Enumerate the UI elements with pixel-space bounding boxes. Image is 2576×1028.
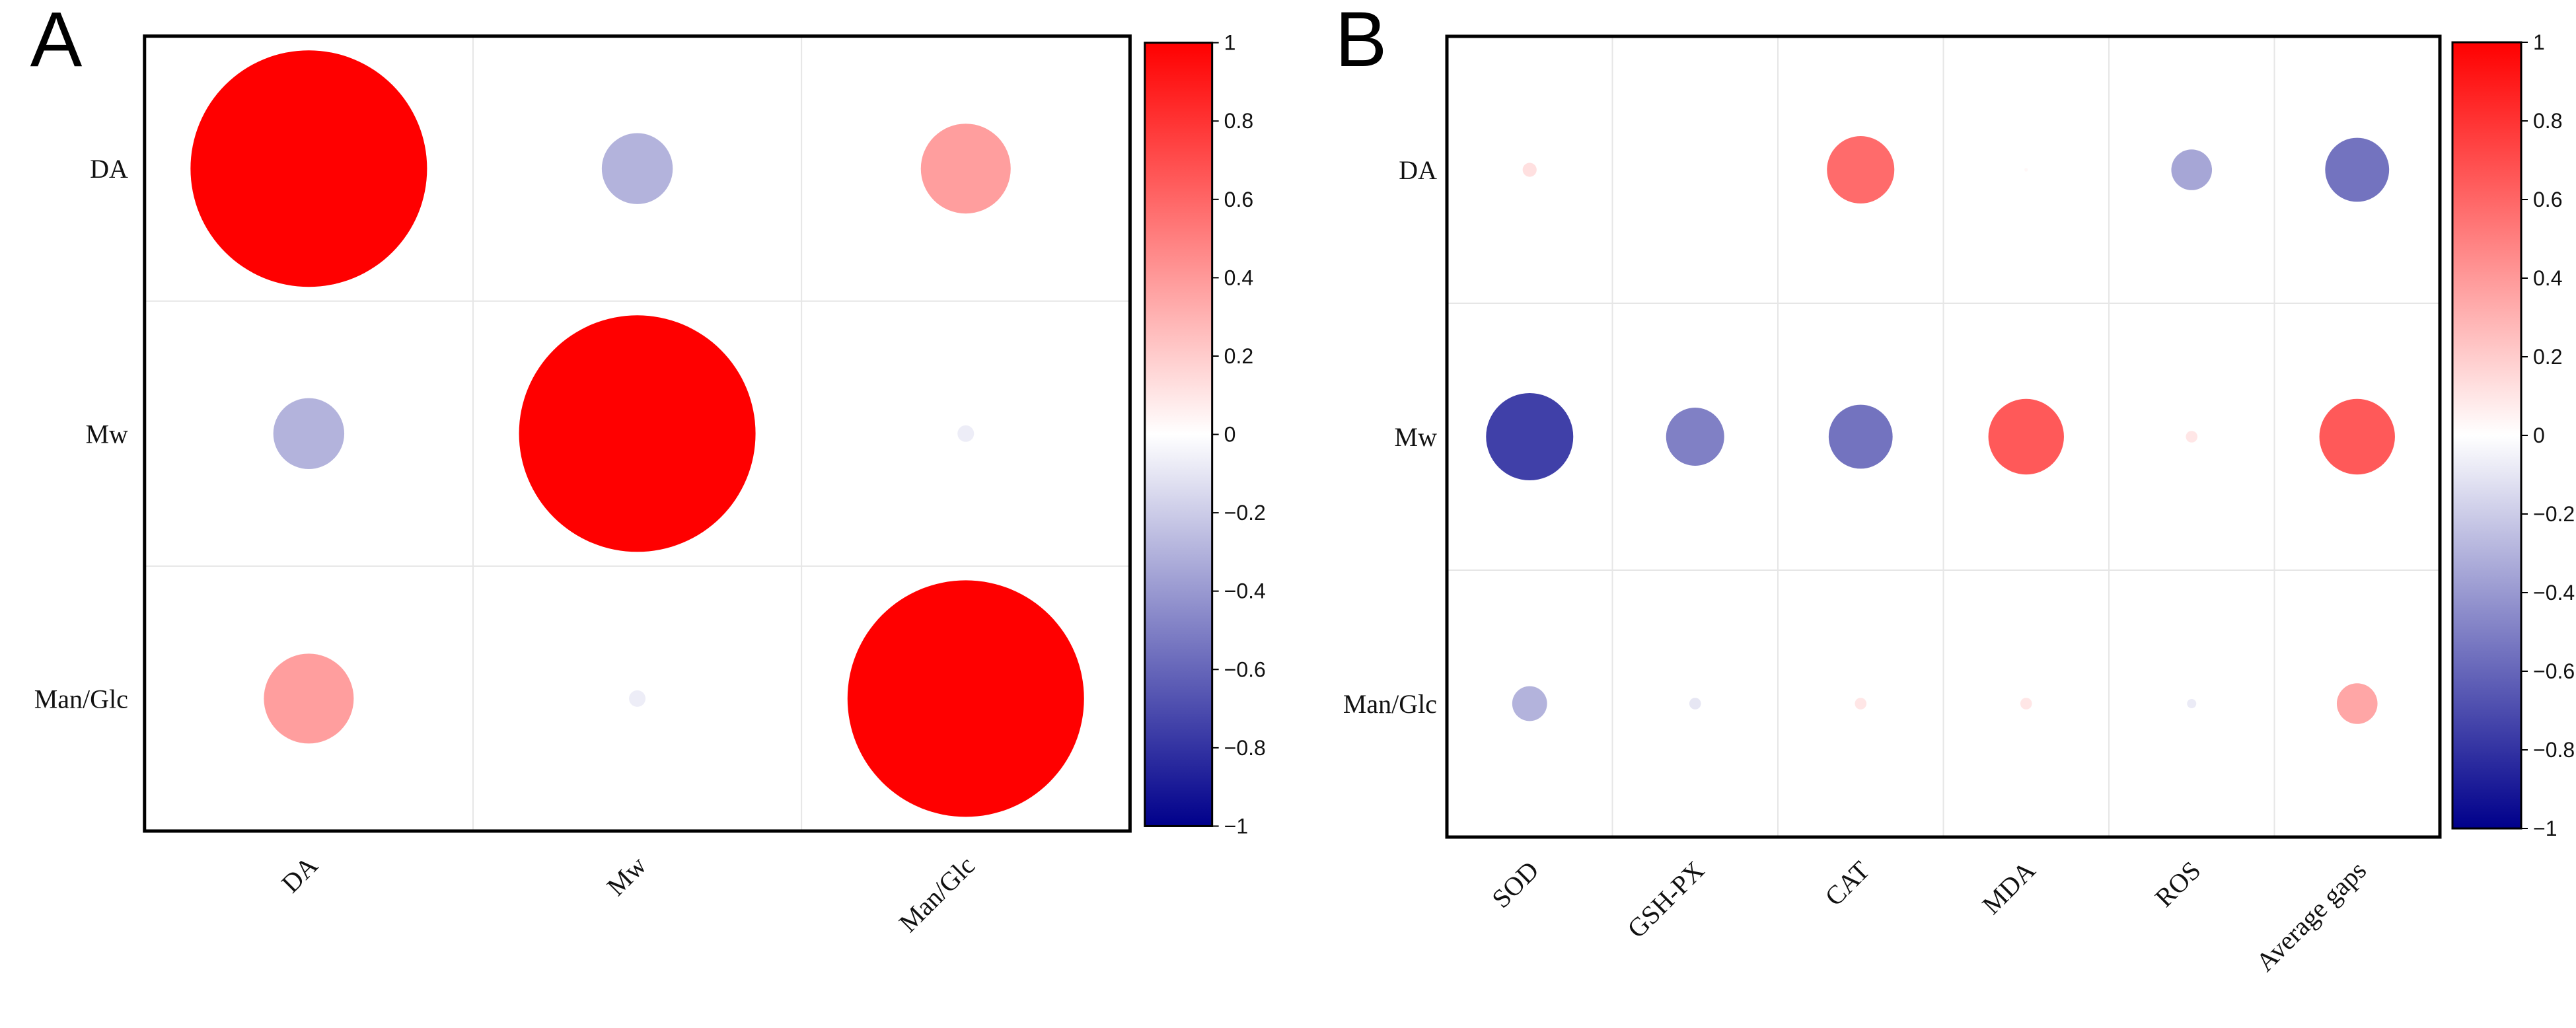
column-label-mda: MDA — [1976, 855, 2041, 920]
bubble-mw-sod — [1486, 393, 1574, 480]
row-label-da: DA — [1399, 155, 1437, 185]
bubble-man-glc-mda — [2020, 698, 2032, 710]
colorbar-tick-label: 0.8 — [1224, 109, 1253, 133]
row-label-man-glc: Man/Glc — [34, 684, 128, 714]
colorbar-tick-label: −1 — [2533, 817, 2557, 840]
colorbar-tick-label: −0.2 — [2533, 502, 2575, 526]
column-label-cat: CAT — [1819, 856, 1875, 912]
panel-letter: B — [1335, 0, 1387, 83]
colorbar-tick-label: 0.2 — [1224, 344, 1253, 368]
bubble-da-da — [190, 50, 427, 287]
colorbar — [1144, 42, 1214, 827]
colorbar-tick-label: 0 — [2533, 423, 2545, 447]
bubble-da-man-glc — [920, 124, 1011, 214]
column-label-da: DA — [276, 850, 324, 899]
bubble-mw-mda — [1988, 398, 2064, 475]
colorbar — [2451, 41, 2522, 830]
colorbar-tick-label: −1 — [1224, 814, 1248, 838]
colorbar-tick-label: −0.4 — [2533, 581, 2575, 605]
bubble-mw-cat — [1828, 404, 1893, 469]
colorbar-tick-label: −0.8 — [1224, 736, 1266, 760]
bubble-man-glc-da — [264, 653, 354, 744]
bubble-mw-man-glc — [957, 425, 975, 442]
column-label-ros: ROS — [2149, 856, 2207, 913]
bubble-mw-da — [273, 398, 345, 470]
colorbar-tick-label: 0.6 — [1224, 188, 1253, 211]
bubble-man-glc-gsh-px — [1689, 698, 1701, 710]
bubble-da-ros — [2171, 149, 2213, 190]
bubble-man-glc-cat — [1855, 698, 1867, 710]
colorbar-tick-label: −0.6 — [2533, 659, 2575, 683]
column-label-sod: SOD — [1486, 856, 1544, 914]
colorbar-tick-label: 0 — [1224, 423, 1236, 447]
column-label-gsh-px: GSH-PX — [1621, 855, 1710, 943]
bubble-man-glc-man-glc — [847, 580, 1084, 817]
bubble-da-mw — [601, 133, 673, 204]
colorbar-tick-label: 0.6 — [2533, 188, 2562, 211]
panel-a: A DA Mw Man/Glc DA Mw Man/Glc 1 0.8 0.6 0.4 0.2 0 −0.… — [30, 0, 1266, 938]
colorbar-tick-label: 1 — [1224, 31, 1236, 55]
panel-letter: A — [30, 0, 83, 83]
bubble-da-mda — [2024, 168, 2028, 172]
row-label-da: DA — [90, 154, 128, 184]
column-label-average-gaps: Average gaps — [2250, 856, 2372, 977]
colorbar-tick-label: 0.4 — [2533, 266, 2562, 290]
bubble-mw-gsh-px — [1666, 408, 1724, 466]
column-label-mw: Mw — [601, 850, 652, 901]
row-label-mw: Mw — [85, 419, 128, 449]
row-label-mw: Mw — [1395, 422, 1438, 452]
colorbar-tick-label: −0.4 — [1224, 579, 1266, 603]
bubble-man-glc-mw — [629, 690, 646, 707]
colorbar-tick-label: 0.4 — [1224, 266, 1253, 289]
bubble-mw-average-gaps — [2319, 398, 2395, 475]
bubble-man-glc-average-gaps — [2336, 683, 2378, 724]
plot-frame — [143, 34, 1132, 833]
colorbar-tick-label: 0.2 — [2533, 345, 2562, 369]
bubble-man-glc-ros — [2187, 699, 2197, 708]
colorbar-tick-label: −0.2 — [1224, 501, 1266, 525]
panel-b: B DA Mw Man/Glc SOD GSH-PX CAT MDA ROS Average ga… — [1335, 0, 2575, 977]
colorbar-tick-label: 0.8 — [2533, 109, 2562, 133]
row-label-man-glc: Man/Glc — [1343, 689, 1437, 719]
bubble-mw-ros — [2186, 431, 2198, 443]
bubble-da-average-gaps — [2325, 137, 2390, 202]
bubble-man-glc-sod — [1512, 686, 1547, 721]
colorbar-tick-label: −0.8 — [2533, 738, 2575, 762]
colorbar-tick-label: −0.6 — [1224, 657, 1266, 681]
column-label-man-glc: Man/Glc — [893, 850, 980, 937]
plot-frame — [1445, 34, 2442, 839]
bubble-mw-mw — [519, 315, 756, 552]
bubble-da-sod — [1522, 163, 1537, 177]
colorbar-tick-label: 1 — [2533, 30, 2545, 54]
bubble-da-cat — [1827, 136, 1895, 203]
